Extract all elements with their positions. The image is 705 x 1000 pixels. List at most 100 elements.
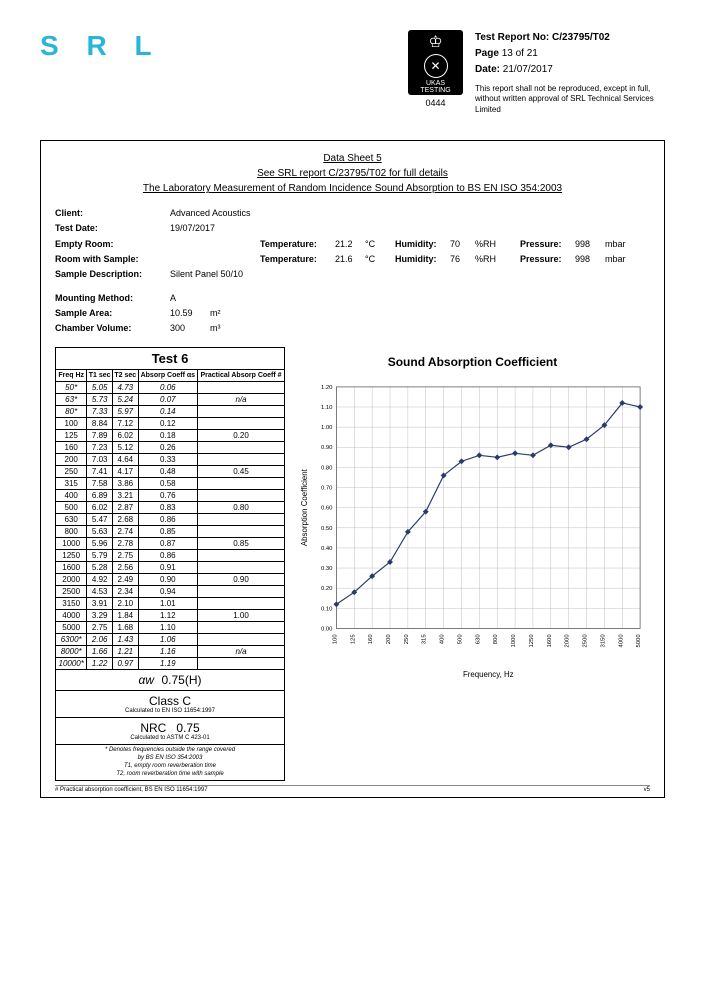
table-cell — [198, 478, 285, 490]
table-cell: 2.78 — [113, 538, 139, 550]
table-cell: 1.06 — [138, 634, 197, 646]
report-info: Test Report No: C/23795/T02 Page 13 of 2… — [475, 30, 665, 115]
table-cell: 2.87 — [113, 502, 139, 514]
table-cell: 1600 — [56, 562, 87, 574]
alpha-value: 0.75(H) — [162, 673, 202, 687]
table-cell: 5.24 — [113, 394, 139, 406]
main-content-box: Data Sheet 5 See SRL report C/23795/T02 … — [40, 140, 665, 798]
table-cell: 8.84 — [87, 418, 113, 430]
metadata: Client:Advanced Acoustics Test Date:19/0… — [55, 206, 650, 282]
table-cell: 5.73 — [87, 394, 113, 406]
table-cell: 1.00 — [198, 610, 285, 622]
hum-label-1: Humidity: — [395, 237, 450, 252]
table-cell: 3.91 — [87, 598, 113, 610]
table-cell: 0.90 — [138, 574, 197, 586]
table-cell: 0.12 — [138, 418, 197, 430]
table-cell: 4.17 — [113, 466, 139, 478]
with-sample-label: Room with Sample: — [55, 252, 170, 267]
footnote-4: T2, room reverberation time with sample — [56, 771, 284, 779]
ukas-label-2: TESTING — [420, 87, 450, 94]
table-cell: 0.33 — [138, 454, 197, 466]
table-cell — [198, 622, 285, 634]
table-cell: 5.63 — [87, 526, 113, 538]
svg-text:0.50: 0.50 — [321, 525, 333, 531]
table-cell: 0.45 — [198, 466, 285, 478]
svg-text:200: 200 — [386, 633, 392, 644]
table-cell: 8000* — [56, 646, 87, 658]
chamber-vol: 300 — [170, 321, 210, 336]
table-cell: 5.96 — [87, 538, 113, 550]
sheet-line-3: The Laboratory Measurement of Random Inc… — [55, 181, 650, 196]
ukas-badge: ♔ ✕ UKAS TESTING 0444 — [408, 30, 463, 115]
table-cell: 1.66 — [87, 646, 113, 658]
table-cell: 0.83 — [138, 502, 197, 514]
table-cell: 50* — [56, 382, 87, 394]
er-hum-unit: %RH — [475, 237, 520, 252]
table-cell: 6.89 — [87, 490, 113, 502]
nrc-label: NRC — [140, 721, 166, 735]
ws-hum: 76 — [450, 252, 475, 267]
table-cell: 2.74 — [113, 526, 139, 538]
hum-label-2: Humidity: — [395, 252, 450, 267]
testdate-label: Test Date: — [55, 221, 170, 236]
table-cell: 6.02 — [87, 502, 113, 514]
svg-text:4000: 4000 — [618, 633, 624, 647]
table-cell: 3150 — [56, 598, 87, 610]
svg-text:1000: 1000 — [511, 633, 517, 647]
class-note: Calculated to EN ISO 11654:1997 — [56, 708, 284, 714]
crown-icon: ♔ — [428, 32, 442, 52]
table-cell: 5000 — [56, 622, 87, 634]
table-cell: 6300* — [56, 634, 87, 646]
table-cell: 7.41 — [87, 466, 113, 478]
table-cell: 2.49 — [113, 574, 139, 586]
ws-pres-unit: mbar — [605, 252, 635, 267]
table-cell: 4.53 — [87, 586, 113, 598]
chart-title: Sound Absorption Coefficient — [295, 355, 650, 369]
table-cell: 1250 — [56, 550, 87, 562]
svg-text:0.20: 0.20 — [321, 586, 333, 592]
alpha-symbol: αw — [138, 673, 154, 687]
svg-text:0.70: 0.70 — [321, 485, 333, 491]
svg-text:630: 630 — [475, 633, 481, 644]
table-cell: 5.28 — [87, 562, 113, 574]
sample-area: 10.59 — [170, 306, 210, 321]
table-cell: n/a — [198, 394, 285, 406]
table-cell: 0.76 — [138, 490, 197, 502]
table-cell: 4.64 — [113, 454, 139, 466]
table-cell — [198, 658, 285, 670]
table-cell: 0.97 — [113, 658, 139, 670]
table-cell: 250 — [56, 466, 87, 478]
table-cell: 6.02 — [113, 430, 139, 442]
table-cell: 2500 — [56, 586, 87, 598]
table-cell: 7.12 — [113, 418, 139, 430]
pres-label-2: Pressure: — [520, 252, 575, 267]
svg-text:3150: 3150 — [600, 633, 606, 647]
table-cell — [198, 382, 285, 394]
table-cell: 1.21 — [113, 646, 139, 658]
svg-text:500: 500 — [457, 633, 463, 644]
sheet-line-2: See SRL report C/23795/T02 for full deta… — [55, 166, 650, 181]
table-cell: 1.84 — [113, 610, 139, 622]
table-cell: 0.26 — [138, 442, 197, 454]
table-cell — [198, 598, 285, 610]
sample-area-label: Sample Area: — [55, 306, 170, 321]
col-prac: Practical Absorp Coeff # — [198, 369, 285, 382]
empty-room-label: Empty Room: — [55, 237, 170, 252]
table-cell: 0.85 — [138, 526, 197, 538]
footer-right: v5 — [644, 787, 650, 793]
svg-text:1.20: 1.20 — [321, 384, 333, 390]
sample-desc: Silent Panel 50/10 — [170, 267, 243, 282]
table-cell: 0.87 — [138, 538, 197, 550]
table-cell: 315 — [56, 478, 87, 490]
table-cell: 2.75 — [87, 622, 113, 634]
mount-method: A — [170, 291, 210, 306]
col-t1: T1 sec — [87, 369, 113, 382]
table-cell: 0.18 — [138, 430, 197, 442]
table-cell: 0.85 — [198, 538, 285, 550]
table-cell: 2.06 — [87, 634, 113, 646]
table-cell: 0.91 — [138, 562, 197, 574]
footnote-1: * Denotes frequencies outside the range … — [56, 747, 284, 755]
table-cell — [198, 526, 285, 538]
ws-pres: 998 — [575, 252, 605, 267]
sample-area-unit: m² — [210, 306, 240, 321]
